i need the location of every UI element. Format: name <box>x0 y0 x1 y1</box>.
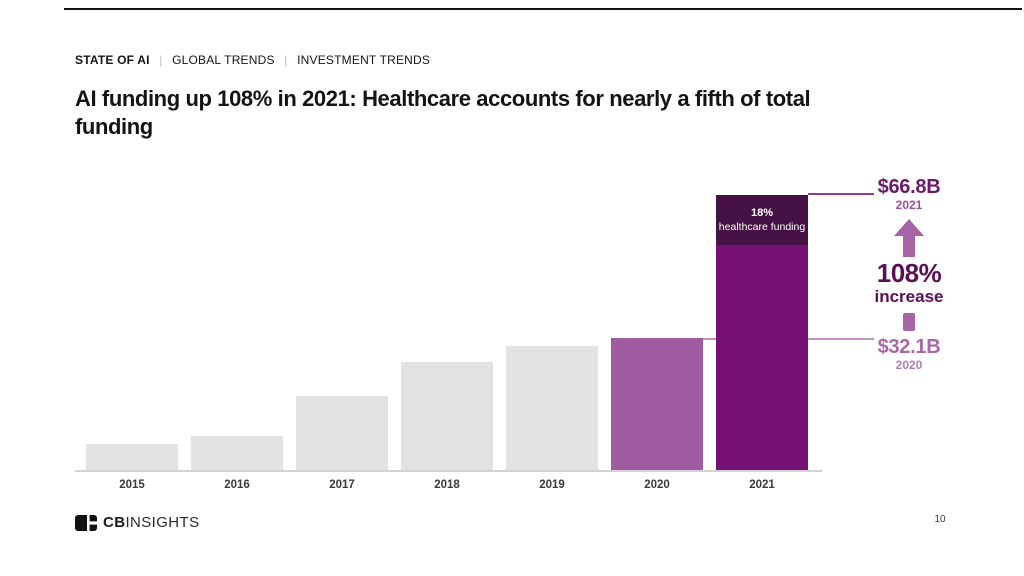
x-axis-label-2019: 2019 <box>539 479 565 491</box>
connector-stub <box>903 313 915 331</box>
breadcrumb-item-global-trends: GLOBAL TRENDS <box>172 53 275 67</box>
annotation-column: $66.8B 2021 108% increase $32.1B 2020 <box>862 176 956 372</box>
bar-2019 <box>506 346 598 470</box>
x-axis-label-2016: 2016 <box>224 479 250 491</box>
breadcrumb-primary: STATE OF AI <box>75 53 150 67</box>
bar-2017 <box>296 396 388 470</box>
increase-percent: 108% <box>876 258 942 288</box>
cbinsights-wordmark: CBINSIGHTS <box>103 514 200 531</box>
x-axis-label-2015: 2015 <box>119 479 145 491</box>
breadcrumb-separator: | <box>284 53 288 67</box>
bar-chart: 2015 2016 2017 2018 2019 2020 18% healthcare fu… <box>75 180 822 500</box>
bar-2020 <box>611 338 703 470</box>
year-label-2021: 2021 <box>895 198 923 212</box>
year-label-2020: 2020 <box>895 358 923 372</box>
page-title-line1: AI funding up 108% in 2021: Healthcare a… <box>75 85 811 111</box>
x-axis-label-2021: 2021 <box>749 479 775 491</box>
increase-label: increase <box>874 287 944 306</box>
connector-line-2021 <box>808 193 874 195</box>
bar-2015 <box>86 444 178 470</box>
bar-2018 <box>401 362 493 470</box>
cbinsights-logo: CBINSIGHTS <box>75 514 200 531</box>
top-divider-line <box>64 8 1022 10</box>
up-arrow-icon <box>894 219 924 257</box>
page-title-line2: funding <box>75 113 153 139</box>
logo-text-insights: INSIGHTS <box>125 514 200 531</box>
bar-2016 <box>191 436 283 470</box>
cbinsights-logo-icon <box>75 514 97 531</box>
page-number: 10 <box>934 514 946 525</box>
value-label-2020: $32.1B <box>877 336 941 358</box>
breadcrumb: STATE OF AI | GLOBAL TRENDS | INVESTMENT… <box>75 53 430 67</box>
x-axis-label-2018: 2018 <box>434 479 460 491</box>
bar-2021: 18% healthcare funding <box>716 195 808 470</box>
x-axis-baseline <box>75 470 822 472</box>
x-axis-label-2017: 2017 <box>329 479 355 491</box>
breadcrumb-separator: | <box>159 53 163 67</box>
healthcare-label: healthcare funding <box>718 221 806 233</box>
bar-2021-healthcare-segment: 18% healthcare funding <box>716 195 808 245</box>
page-title: AI funding up 108% in 2021: Healthcare a… <box>75 85 995 141</box>
value-label-2021: $66.8B <box>877 176 941 198</box>
healthcare-percent: 18% <box>750 207 774 219</box>
logo-text-cb: CB <box>103 514 126 531</box>
breadcrumb-item-investment-trends: INVESTMENT TRENDS <box>297 53 431 67</box>
x-axis-label-2020: 2020 <box>644 479 670 491</box>
